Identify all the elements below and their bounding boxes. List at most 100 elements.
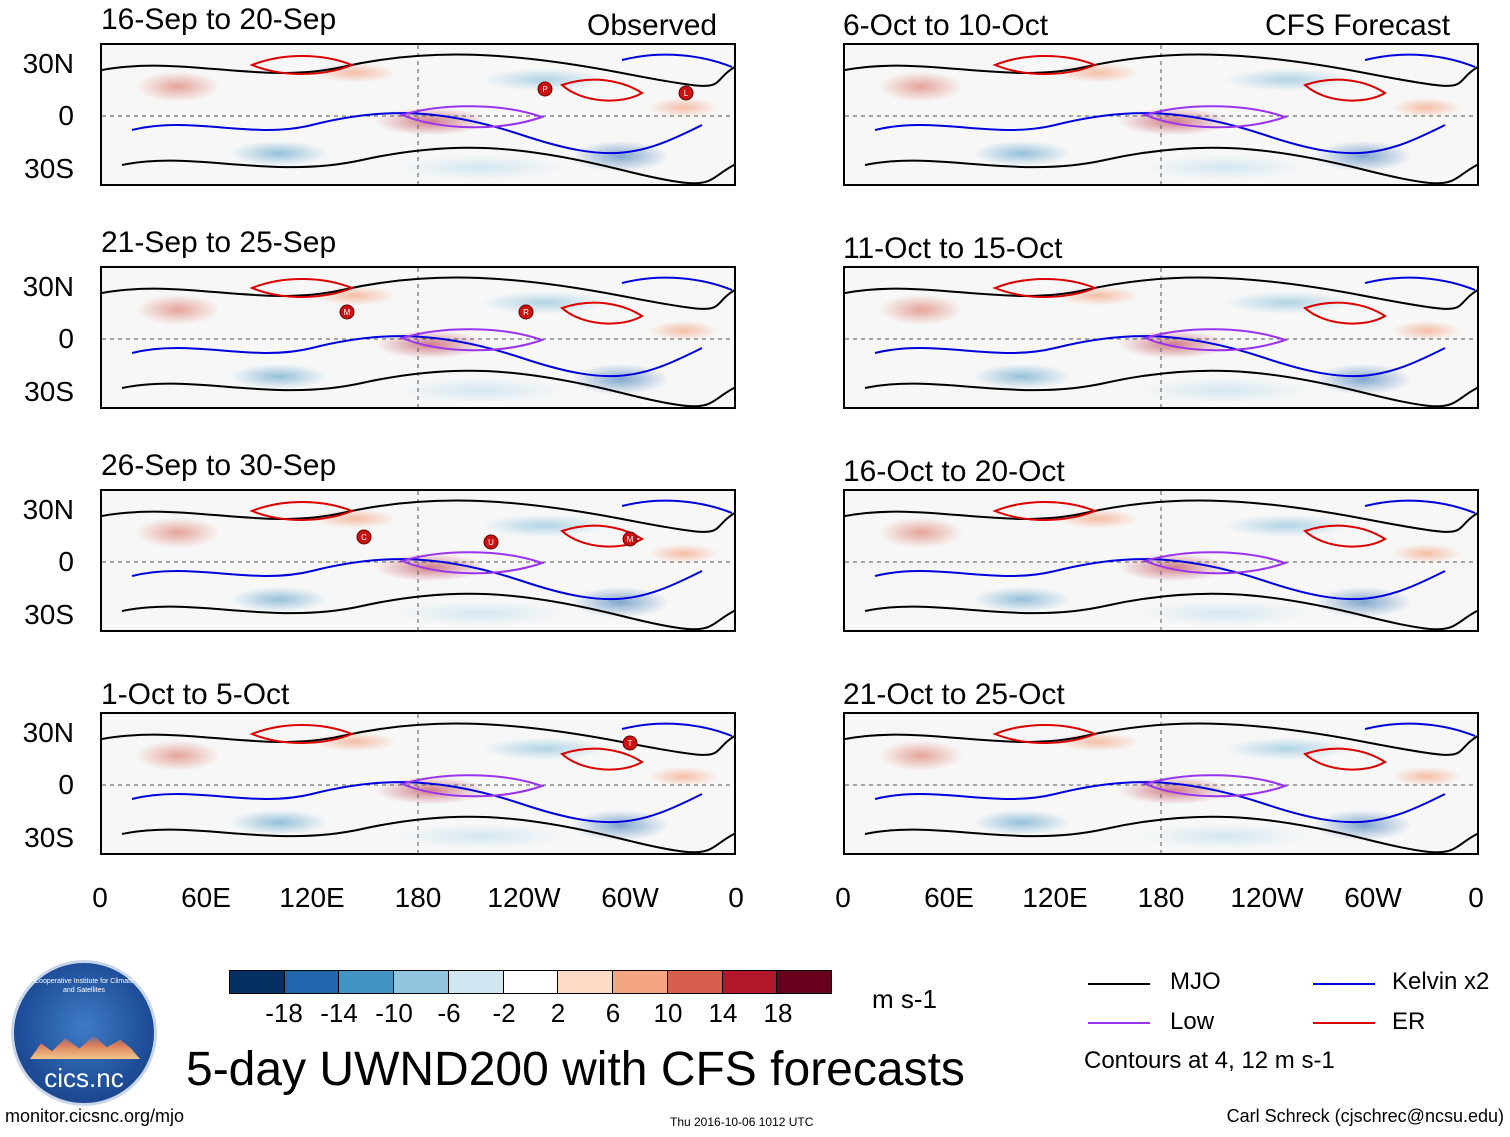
contour-line xyxy=(992,724,1098,744)
colorbar-swatch xyxy=(777,971,832,993)
lon-label: 60W xyxy=(601,882,659,913)
colorbar-swatch xyxy=(284,971,340,993)
contour-line xyxy=(398,105,546,129)
map-panel-observed-4: T xyxy=(100,712,736,855)
lon-label: 180 xyxy=(1137,882,1185,913)
contour-line xyxy=(621,499,733,514)
contour-line xyxy=(102,499,734,533)
map-overlay xyxy=(845,714,1477,853)
lat-label-eq: 0 xyxy=(58,546,74,577)
contour-line xyxy=(1364,499,1476,514)
contour-line xyxy=(249,501,355,521)
legend-er-label: ER xyxy=(1392,1008,1426,1035)
contour-line xyxy=(864,369,1477,407)
logo-name: cics.nc xyxy=(44,1063,124,1093)
legend-low-line xyxy=(1088,1022,1150,1024)
contour-line xyxy=(864,146,1477,184)
contour-line xyxy=(560,301,644,325)
colorbar-swatch xyxy=(722,971,778,993)
colorbar-tick-label: 14 xyxy=(708,998,738,1028)
map-panel-forecast-3 xyxy=(843,489,1479,632)
contour-line xyxy=(621,276,733,291)
contour-line xyxy=(1141,328,1289,352)
contour-line xyxy=(398,328,546,352)
storm-marker-icon: R xyxy=(518,304,534,320)
legend-kelvin-line xyxy=(1313,983,1375,985)
panel-title-fcst-1: 6-Oct to 10-Oct xyxy=(843,9,1049,42)
map-panel-forecast-1 xyxy=(843,43,1479,186)
contour-line xyxy=(121,592,734,630)
contour-line xyxy=(1364,722,1476,737)
lat-label-30n: 30N xyxy=(22,494,74,525)
colorbar-swatch xyxy=(558,971,614,993)
map-panel-forecast-4 xyxy=(843,712,1479,855)
contour-line xyxy=(560,78,644,102)
contour-line xyxy=(121,146,734,184)
contour-line xyxy=(845,276,1477,310)
contour-line xyxy=(102,53,734,87)
colorbar-tick-label: 18 xyxy=(763,998,793,1028)
storm-marker-icon: U xyxy=(483,534,499,550)
panel-title-obs-2: 21-Sep to 25-Sep xyxy=(101,226,337,259)
logo-arc-text: Cooperative Institute for Climate and Sa… xyxy=(34,978,134,994)
lat-label-30s: 30S xyxy=(24,599,74,630)
panel-title-fcst-4: 21-Oct to 25-Oct xyxy=(843,678,1065,711)
lat-label-30s: 30S xyxy=(24,822,74,853)
contour-line xyxy=(1303,747,1387,771)
cics-logo: cics.nc Cooperative Institute for Climat… xyxy=(11,960,157,1106)
lat-label-30n: 30N xyxy=(22,717,74,748)
footer-url[interactable]: monitor.cicsnc.org/mjo xyxy=(5,1106,185,1126)
colorbar-swatch xyxy=(667,971,723,993)
lat-label-30s: 30S xyxy=(24,153,74,184)
contour-line xyxy=(249,724,355,744)
lon-label: 0 xyxy=(835,882,851,913)
panel-title-obs-4: 1-Oct to 5-Oct xyxy=(101,678,290,711)
colorbar-swatch xyxy=(503,971,559,993)
lon-label: 0 xyxy=(728,882,744,913)
contour-line xyxy=(398,774,546,798)
colorbar-tick-label: -6 xyxy=(437,998,461,1028)
map-overlay: CU M xyxy=(102,491,734,630)
panel-title-obs-3: 26-Sep to 30-Sep xyxy=(101,449,337,482)
panel-title-fcst-3: 16-Oct to 20-Oct xyxy=(843,455,1065,488)
contour-line xyxy=(1364,276,1476,291)
colorbar-tick-label: -2 xyxy=(492,998,516,1028)
map-overlay xyxy=(845,45,1477,184)
lon-label: 180 xyxy=(394,882,442,913)
contour-line xyxy=(1303,524,1387,548)
contour-line xyxy=(102,276,734,310)
storm-marker-icon: M xyxy=(339,304,355,320)
lat-label-eq: 0 xyxy=(58,769,74,800)
lon-label: 120E xyxy=(1022,882,1088,913)
panel-title-obs-1: 16-Sep to 20-Sep xyxy=(101,3,337,36)
colorbar xyxy=(229,970,832,994)
storm-marker-letter: C xyxy=(361,533,367,542)
storm-marker-icon: M xyxy=(622,531,638,547)
colorbar-tick-label: 2 xyxy=(550,998,566,1028)
colorbar-tick-label: 10 xyxy=(653,998,683,1028)
storm-marker-letter: M xyxy=(627,535,634,544)
lon-label: 120E xyxy=(279,882,345,913)
colorbar-tick-label: 6 xyxy=(605,998,621,1028)
footer-author: Carl Schreck (cjschrec@ncsu.edu) xyxy=(1226,1106,1504,1126)
contour-line xyxy=(864,592,1477,630)
lat-label-eq: 0 xyxy=(58,100,74,131)
legend-low-label: Low xyxy=(1170,1008,1215,1035)
storm-marker-icon: T xyxy=(622,735,638,751)
contour-line xyxy=(1303,78,1387,102)
colorbar-tick-label: -10 xyxy=(375,998,413,1028)
colorbar-units: m s-1 xyxy=(872,984,937,1014)
legend-er-line xyxy=(1313,1022,1375,1024)
colorbar-swatch xyxy=(613,971,668,993)
contours-note: Contours at 4, 12 m s-1 xyxy=(1084,1047,1335,1074)
legend-kelvin-label: Kelvin x2 xyxy=(1392,968,1490,995)
footer-timestamp: Thu 2016-10-06 1012 UTC xyxy=(670,1115,814,1129)
contour-line xyxy=(1141,551,1289,575)
storm-marker-letter: T xyxy=(628,739,633,748)
storm-marker-icon: L xyxy=(678,85,694,101)
